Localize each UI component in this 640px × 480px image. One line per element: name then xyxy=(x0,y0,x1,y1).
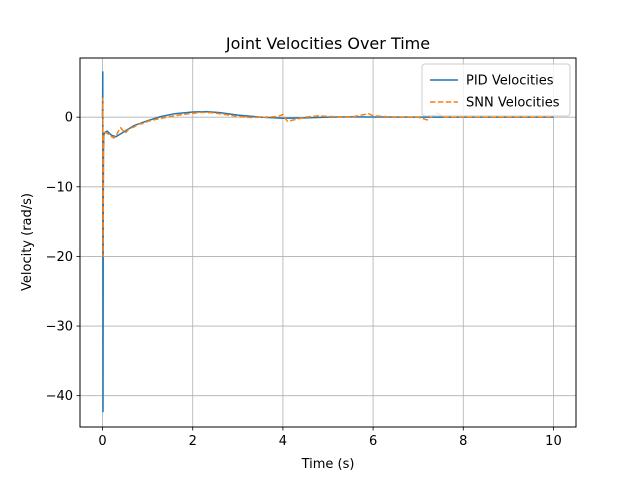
grid xyxy=(80,58,576,427)
y-tick-label: −10 xyxy=(46,180,73,195)
legend: PID Velocities SNN Velocities xyxy=(421,63,571,117)
y-axis-label: Velocity (rad/s) xyxy=(20,193,35,291)
y-tick-label: 0 xyxy=(65,111,73,126)
series-layer xyxy=(101,71,554,413)
x-tick-label: 0 xyxy=(98,434,106,449)
y-tick-label: −40 xyxy=(46,389,73,404)
x-axis: 0 2 4 6 8 10 xyxy=(98,427,562,449)
legend-label: PID Velocities xyxy=(466,74,554,89)
legend-box xyxy=(421,63,571,117)
legend-label: SNN Velocities xyxy=(466,96,560,111)
axes-frame xyxy=(79,57,577,428)
y-axis: 0 −10 −20 −30 −40 xyxy=(46,111,80,404)
chart-title: Joint Velocities Over Time xyxy=(225,34,430,53)
x-tick-label: 10 xyxy=(545,434,562,449)
x-tick-label: 2 xyxy=(189,434,197,449)
y-tick-label: −20 xyxy=(46,250,73,265)
x-tick-label: 6 xyxy=(369,434,377,449)
series-line-2 xyxy=(101,97,554,258)
x-axis-label: Time (s) xyxy=(301,457,355,472)
x-tick-label: 4 xyxy=(279,434,287,449)
y-tick-label: −30 xyxy=(46,320,73,335)
x-tick-label: 8 xyxy=(459,434,467,449)
